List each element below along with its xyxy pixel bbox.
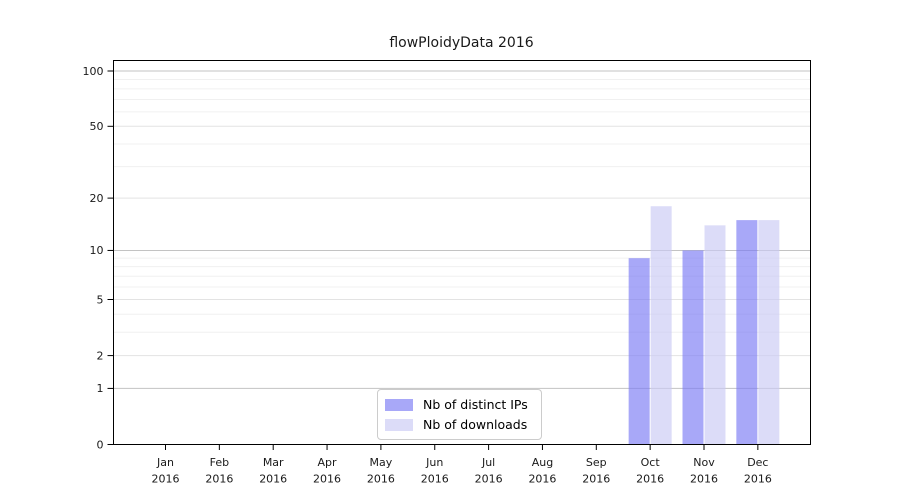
bar-downloads bbox=[758, 220, 780, 445]
x-tick-label-month: Jan bbox=[156, 456, 174, 469]
x-tick-label-year: 2016 bbox=[313, 473, 341, 486]
bar-downloads bbox=[704, 225, 726, 445]
x-tick-label-month: May bbox=[370, 456, 393, 469]
x-tick-label-year: 2016 bbox=[259, 473, 287, 486]
x-tick-label-month: Oct bbox=[641, 456, 661, 469]
x-tick-label-month: Feb bbox=[210, 456, 229, 469]
x-tick-label-year: 2016 bbox=[528, 473, 556, 486]
x-tick-label-year: 2016 bbox=[582, 473, 610, 486]
legend-swatch-downloads-icon bbox=[385, 418, 413, 431]
legend-label-downloads: Nb of downloads bbox=[423, 417, 528, 432]
legend-label-distinct-ips: Nb of distinct IPs bbox=[423, 397, 528, 412]
y-tick-label: 1 bbox=[97, 382, 104, 395]
legend-item-downloads: Nb of downloads bbox=[385, 417, 533, 432]
bar-distinct-ips bbox=[682, 250, 704, 445]
x-tick-label-year: 2016 bbox=[690, 473, 718, 486]
x-tick-label-month: Jul bbox=[481, 456, 495, 469]
x-tick-label-month: Nov bbox=[693, 456, 715, 469]
x-tick-label-month: Aug bbox=[532, 456, 553, 469]
x-tick-label-year: 2016 bbox=[205, 473, 233, 486]
y-tick-label: 20 bbox=[90, 192, 104, 205]
x-tick-label-month: Mar bbox=[263, 456, 284, 469]
y-tick-label: 50 bbox=[90, 120, 104, 133]
x-tick-label-year: 2016 bbox=[744, 473, 772, 486]
bar-distinct-ips bbox=[628, 258, 650, 445]
x-tick-label-year: 2016 bbox=[152, 473, 180, 486]
x-tick-label-month: Dec bbox=[747, 456, 768, 469]
legend: Nb of distinct IPs Nb of downloads bbox=[377, 389, 542, 440]
chart-title: flowPloidyData 2016 bbox=[389, 35, 534, 51]
x-tick-label-year: 2016 bbox=[421, 473, 449, 486]
x-tick-label-month: Apr bbox=[318, 456, 338, 469]
y-tick-label: 10 bbox=[90, 244, 104, 257]
bar-downloads bbox=[650, 206, 672, 445]
y-tick-label: 100 bbox=[83, 65, 104, 78]
bar-distinct-ips bbox=[736, 220, 758, 445]
x-tick-label-year: 2016 bbox=[636, 473, 664, 486]
x-tick-label-month: Sep bbox=[586, 456, 607, 469]
y-tick-label: 2 bbox=[97, 349, 104, 362]
y-tick-label: 0 bbox=[97, 438, 104, 451]
x-tick-label-year: 2016 bbox=[475, 473, 503, 486]
x-tick-label-year: 2016 bbox=[367, 473, 395, 486]
legend-item-distinct-ips: Nb of distinct IPs bbox=[385, 397, 533, 412]
legend-swatch-distinct-ips-icon bbox=[385, 398, 413, 411]
x-tick-label-month: Jun bbox=[425, 456, 443, 469]
plot-frame bbox=[113, 60, 811, 445]
y-tick-label: 5 bbox=[97, 293, 104, 306]
